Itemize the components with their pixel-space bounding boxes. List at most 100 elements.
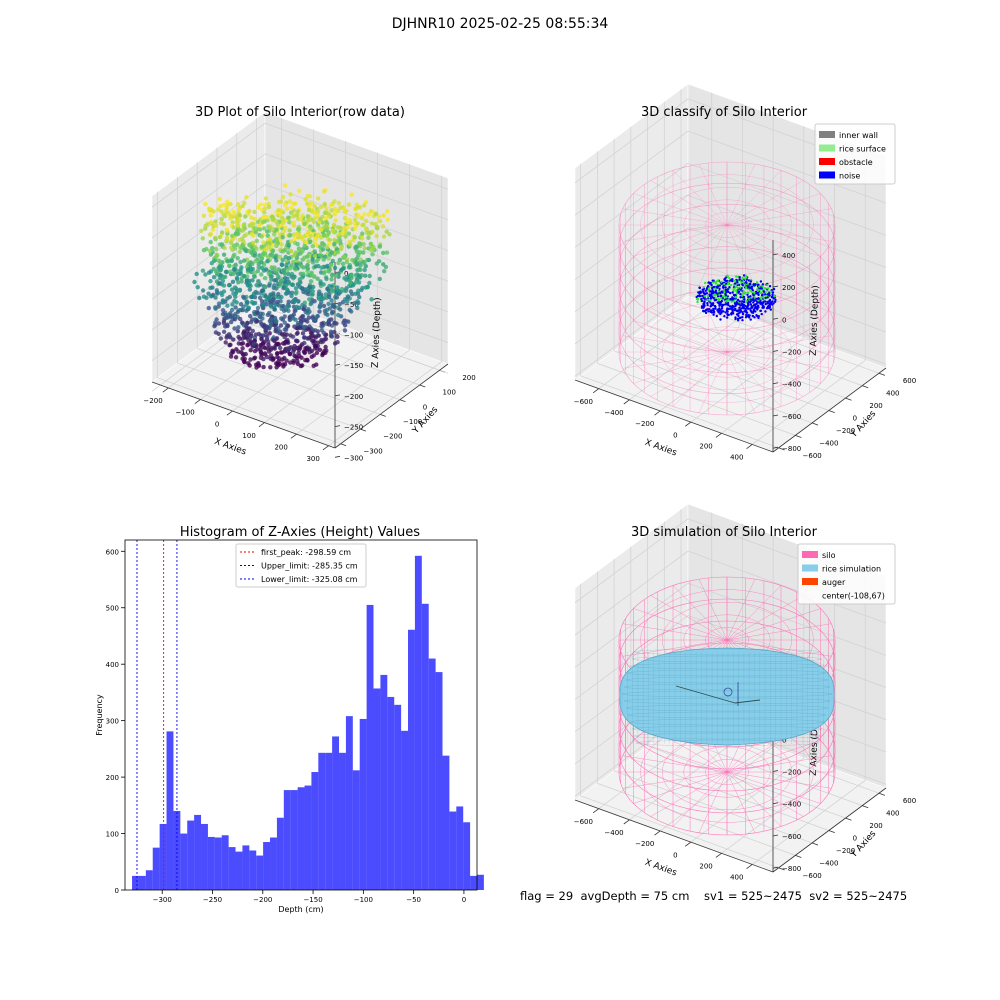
raw-point	[319, 227, 324, 232]
raw-point	[294, 304, 300, 310]
raw-point	[354, 249, 360, 254]
tick-x	[290, 433, 297, 439]
raw-point	[317, 304, 323, 310]
raw-point	[280, 221, 286, 226]
tick-y	[862, 385, 869, 389]
noise-point	[731, 279, 734, 283]
gridline	[157, 377, 341, 445]
legend-swatch	[819, 131, 835, 138]
raw-point	[311, 284, 316, 290]
silo-spoke	[650, 224, 728, 270]
noise-point	[725, 316, 729, 319]
raw-point	[309, 271, 314, 277]
raw-point	[256, 261, 262, 267]
raw-point	[238, 316, 243, 322]
legend-label: noise	[839, 172, 860, 181]
rice-surface-point	[730, 300, 733, 303]
rice-surface-point	[744, 276, 748, 279]
noise-point	[727, 290, 730, 294]
silo-ring	[662, 186, 793, 263]
raw-point	[207, 232, 213, 237]
raw-point	[259, 255, 264, 261]
noise-point	[712, 279, 715, 282]
raw-point	[366, 212, 372, 217]
raw-point	[252, 253, 257, 258]
raw-point	[266, 295, 271, 300]
histogram-bar	[270, 837, 277, 890]
tick-y-label: 400	[886, 390, 899, 398]
raw-point	[310, 257, 315, 262]
raw-point	[244, 329, 250, 334]
noise-point	[724, 286, 727, 289]
tick-x	[592, 388, 599, 394]
noise-point	[729, 291, 732, 295]
axis-x-line	[574, 379, 774, 453]
rice-surface-point	[733, 300, 736, 303]
raw-point	[299, 286, 305, 291]
raw-point	[271, 292, 276, 297]
raw-point	[361, 260, 366, 265]
noise-point	[766, 296, 769, 299]
tick-x-label: 0	[462, 896, 466, 904]
rice-surface-point	[696, 300, 699, 304]
raw-point	[377, 259, 382, 264]
raw-point	[366, 235, 371, 240]
raw-point	[290, 334, 296, 339]
tick-z	[334, 394, 341, 397]
axis-y-line	[772, 367, 887, 453]
raw-point	[301, 324, 306, 330]
gridline	[630, 758, 829, 831]
raw-point	[328, 263, 334, 268]
raw-point	[295, 330, 300, 336]
raw-point	[304, 264, 309, 270]
raw-point	[270, 216, 276, 222]
tick-y-label: 600	[903, 377, 916, 385]
raw-point	[257, 223, 262, 228]
raw-point	[340, 230, 345, 236]
noise-point	[727, 303, 730, 307]
noise-point	[761, 283, 765, 286]
gridline	[664, 733, 863, 806]
raw-point	[267, 225, 273, 230]
silo-spoke	[633, 351, 728, 384]
raw-point	[326, 256, 331, 261]
gridline	[197, 348, 381, 415]
tick-z-label: −150	[344, 362, 363, 370]
raw-point	[311, 318, 317, 323]
noise-point	[739, 293, 742, 296]
raw-point	[297, 325, 303, 330]
raw-point	[302, 244, 307, 249]
raw-point	[251, 240, 256, 246]
raw-point	[214, 288, 219, 293]
plot-frame	[124, 539, 478, 891]
noise-point	[735, 279, 739, 282]
raw-point	[325, 312, 330, 317]
noise-point	[700, 299, 704, 303]
raw-point	[221, 252, 227, 257]
raw-point	[276, 326, 281, 331]
tick-x	[623, 399, 630, 405]
raw-point	[225, 303, 230, 308]
raw-point	[225, 296, 230, 301]
noise-point	[703, 300, 706, 303]
histogram-bar	[311, 772, 319, 890]
legend-label: rice surface	[839, 145, 886, 154]
raw-point	[277, 281, 283, 286]
tick-x-label: −200	[143, 397, 162, 405]
noise-point	[762, 290, 765, 293]
tick-y-label: −200	[836, 427, 855, 435]
noise-point	[704, 289, 707, 292]
rice-surface-point	[744, 274, 748, 277]
noise-point	[767, 293, 770, 296]
raw-point	[259, 272, 264, 277]
raw-point	[231, 271, 236, 277]
noise-point	[697, 291, 700, 294]
rice-mesh-line	[633, 732, 821, 740]
histogram-bar	[401, 730, 409, 890]
raw-point	[200, 268, 206, 273]
tick-z	[772, 446, 779, 449]
raw-point	[381, 234, 387, 239]
noise-point	[757, 297, 760, 300]
noise-point	[713, 299, 717, 302]
raw-point	[261, 288, 266, 293]
